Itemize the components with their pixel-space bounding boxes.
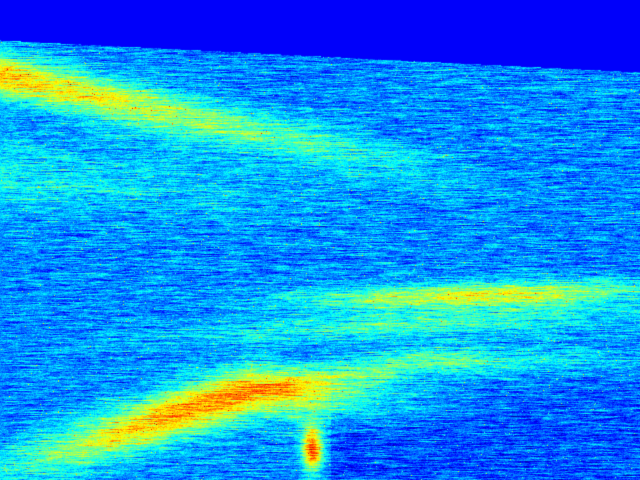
heatmap-image-frame <box>0 0 640 480</box>
false-color-heatmap-image <box>0 0 640 480</box>
